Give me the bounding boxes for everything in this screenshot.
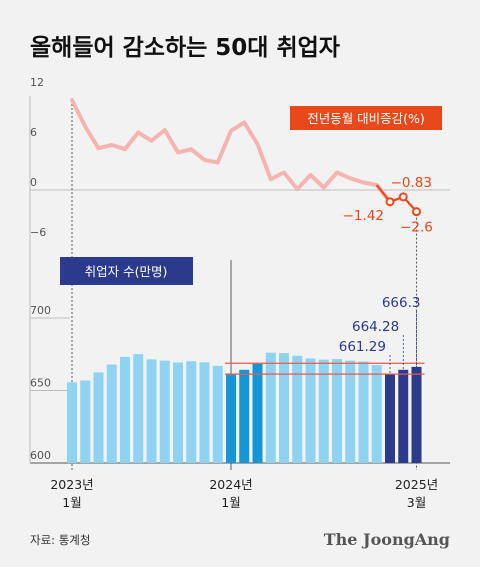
- line-legend-box: [290, 106, 442, 130]
- line-point: [412, 207, 421, 217]
- bar: [120, 356, 130, 463]
- line-y-tick-label: 12: [30, 76, 44, 89]
- bar: [292, 355, 303, 463]
- bar: [226, 374, 236, 463]
- x-axis-year-label: 2025년: [395, 477, 438, 492]
- bar: [398, 369, 409, 463]
- x-axis-month-label: 3월: [407, 495, 426, 510]
- bar-data-label: 664.28: [352, 319, 399, 335]
- line-series-history: [70, 98, 392, 204]
- bar-data-label: 661.29: [339, 339, 386, 355]
- bar: [199, 362, 210, 463]
- line-data-label: −0.83: [391, 175, 432, 191]
- bar: [67, 382, 77, 463]
- bar: [186, 361, 197, 463]
- bar-legend-label: 취업자 수(만명): [85, 264, 168, 279]
- source-note: 자료: 통계청: [30, 533, 90, 547]
- bar: [173, 362, 183, 463]
- x-axis-month-label: 1월: [62, 495, 81, 510]
- chart-title: 올해들어 감소하는 50대 취업자: [30, 35, 340, 61]
- bar: [411, 366, 422, 463]
- bar: [371, 365, 382, 463]
- line-data-label: −2.6: [400, 220, 433, 236]
- bar: [80, 380, 91, 463]
- line-y-tick-label: 0: [30, 176, 37, 189]
- bar-y-tick-label: 600: [30, 449, 51, 462]
- bar-legend: 취업자 수(만명): [60, 257, 193, 285]
- bar-legend-box: [60, 257, 193, 285]
- bar: [212, 365, 223, 463]
- line-y-tick-label: −6: [30, 226, 46, 239]
- x-axis-month-label: 1월: [221, 495, 240, 510]
- bar: [133, 354, 144, 463]
- bar: [305, 358, 316, 463]
- bar: [265, 352, 276, 463]
- bar-y-tick-label: 700: [30, 304, 51, 317]
- line-legend-label: 전년동월 대비증감(%): [307, 111, 425, 126]
- bar: [159, 360, 170, 463]
- bar-y-tick-label: 650: [30, 377, 51, 390]
- brand-logo: The JoongAng: [324, 530, 450, 549]
- line-point: [385, 197, 395, 207]
- line-data-label: −1.42: [343, 208, 384, 224]
- x-axis-year-label: 2024년: [209, 477, 252, 492]
- bar-data-label: 666.3: [382, 295, 421, 311]
- bar: [146, 359, 157, 463]
- bar: [332, 359, 342, 463]
- x-axis-labels: 2023년 1월 2024년 1월 2025년 3월: [50, 477, 438, 510]
- bar: [252, 363, 263, 463]
- bar: [385, 374, 395, 463]
- line-series-recent: [375, 184, 418, 213]
- x-axis-year-label: 2023년: [50, 477, 93, 492]
- bar: [345, 360, 356, 463]
- bar: [106, 364, 117, 463]
- line-y-tick-label: 6: [30, 126, 37, 139]
- bar: [279, 353, 289, 463]
- bar: [239, 369, 250, 463]
- bar: [318, 359, 329, 463]
- line-chart: −1.42 −0.83 −2.6: [70, 98, 433, 236]
- bar-chart: 661.29 664.28 666.3: [67, 295, 425, 463]
- line-point: [398, 192, 408, 202]
- bar: [93, 372, 104, 463]
- bar: [358, 361, 369, 463]
- line-legend: 전년동월 대비증감(%): [290, 106, 442, 130]
